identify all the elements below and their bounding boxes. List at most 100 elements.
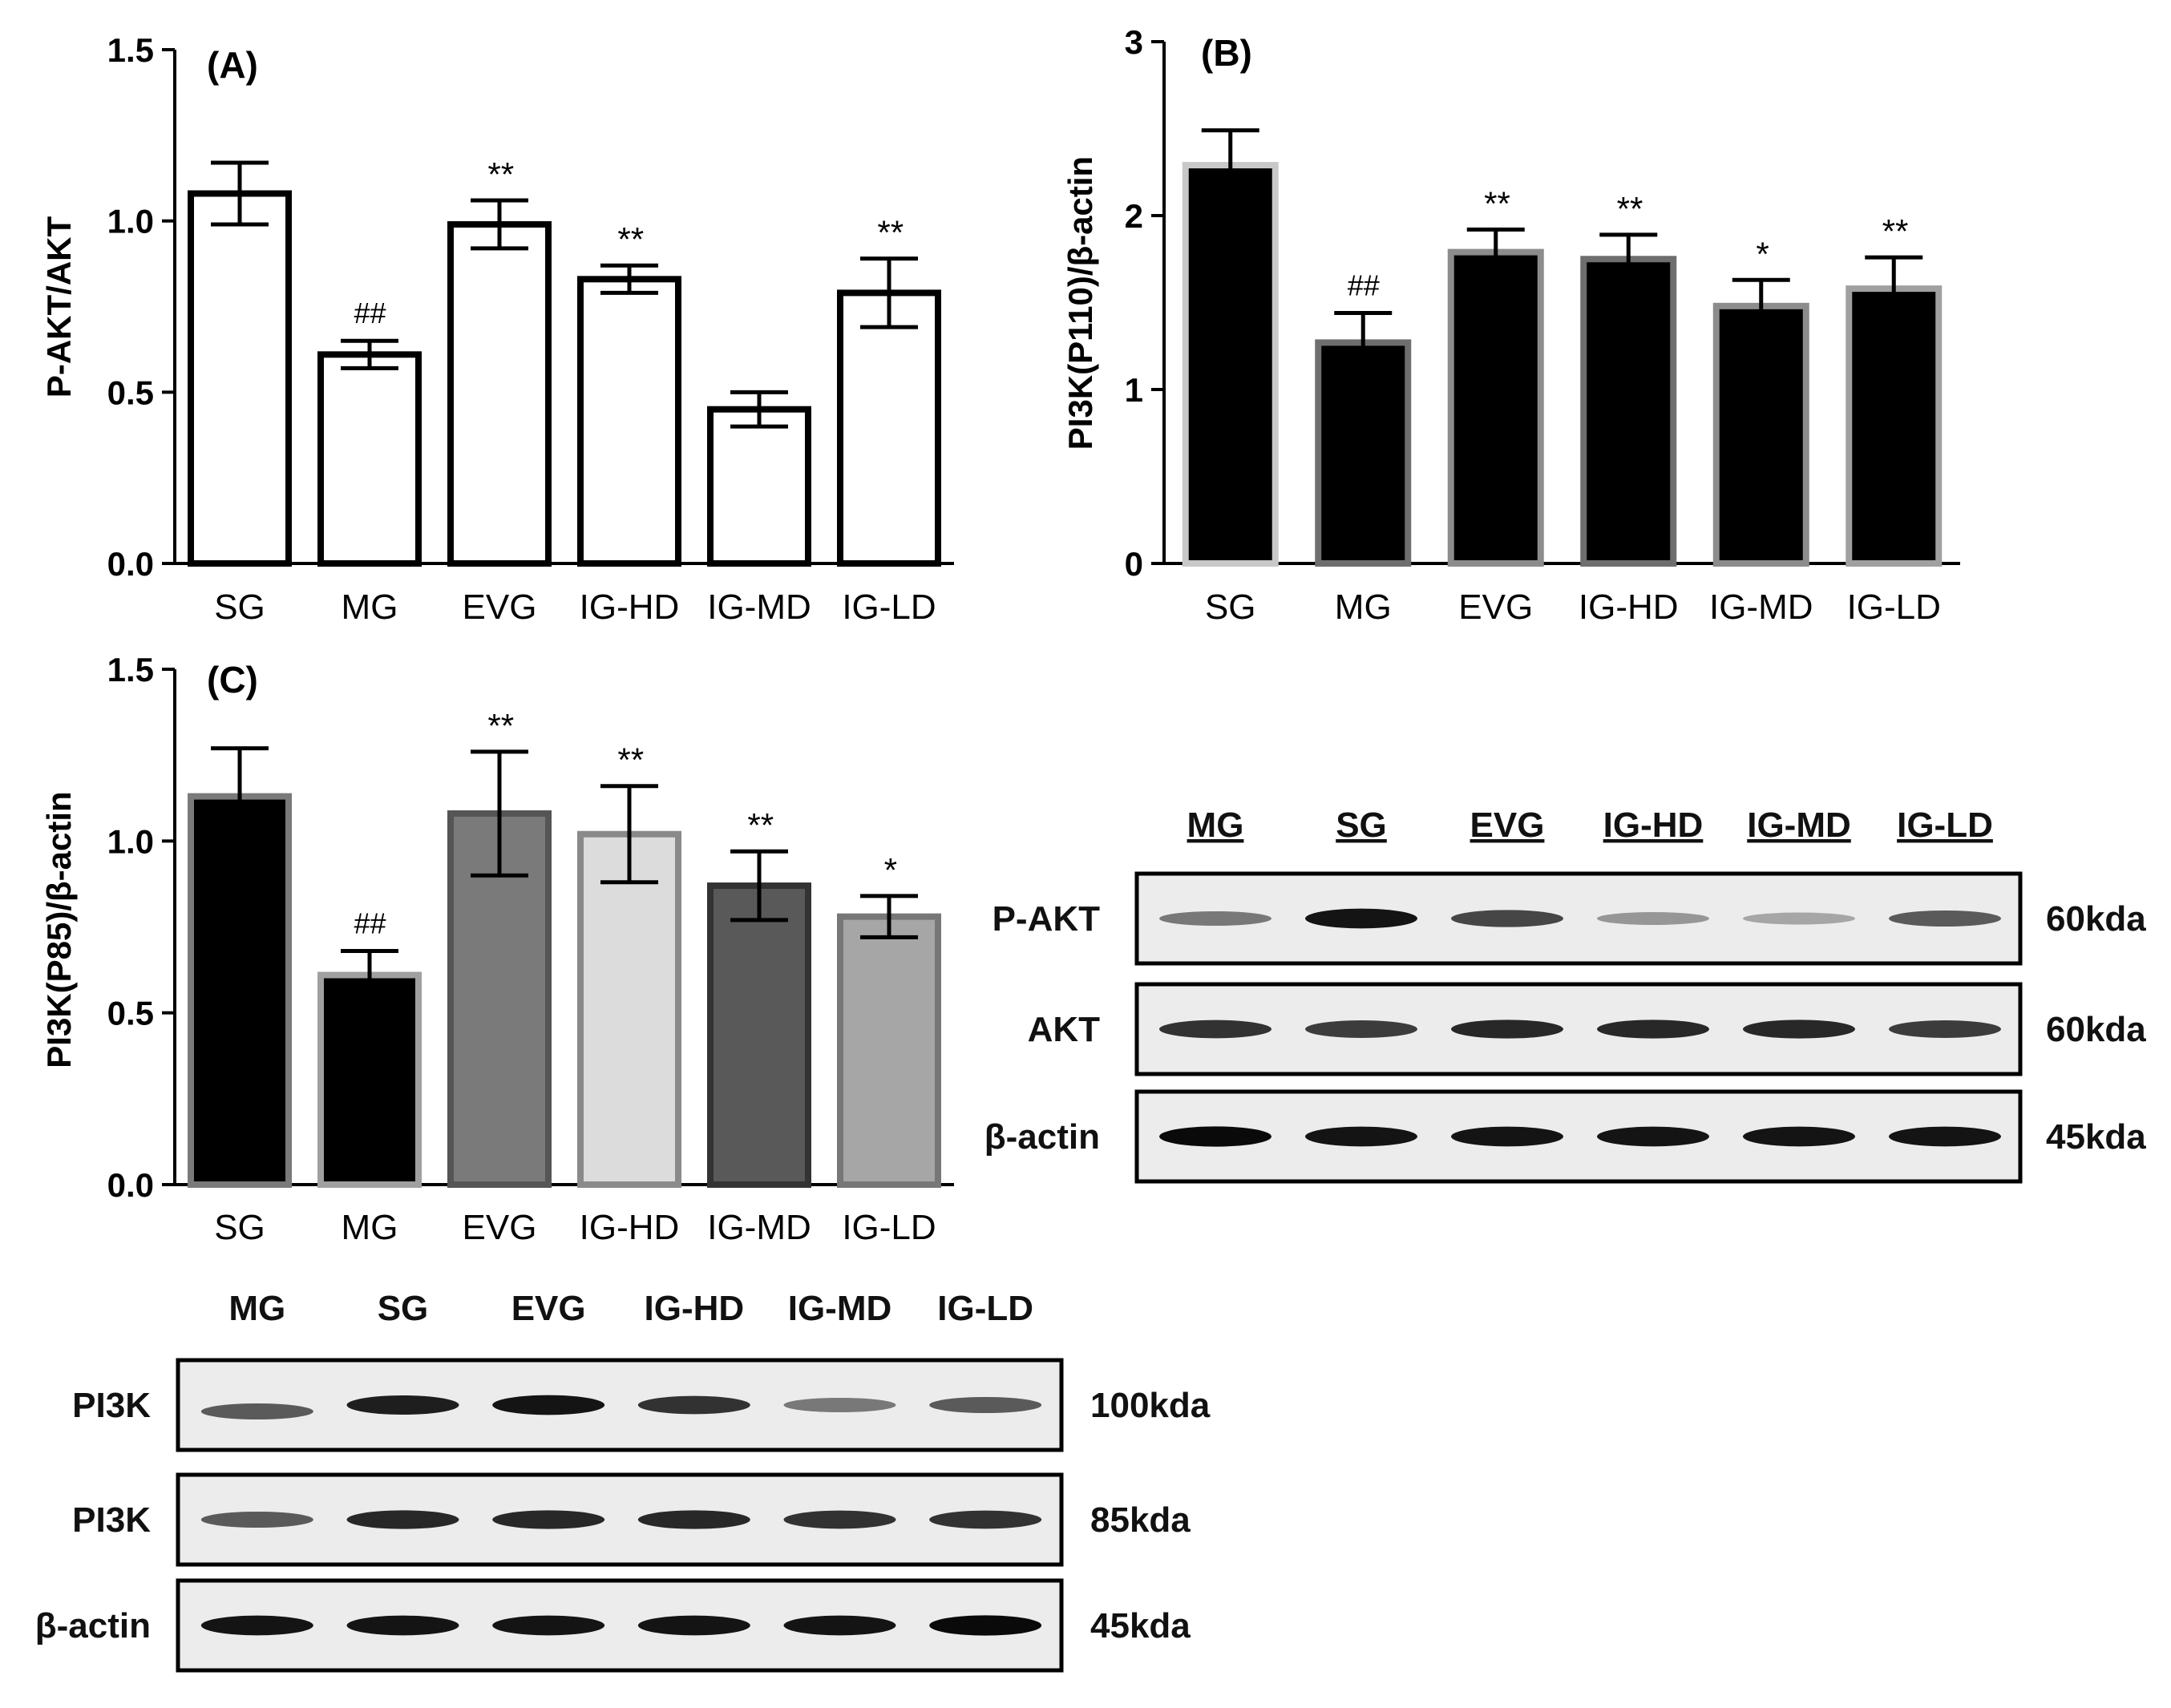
- significance-label: **: [487, 707, 514, 745]
- band: [492, 1510, 605, 1529]
- bar: [317, 971, 422, 1188]
- band: [637, 1395, 750, 1415]
- molecular-weight-label: 100kda: [1090, 1386, 1211, 1425]
- category-label: IG-LD: [1847, 588, 1941, 627]
- bar: [577, 276, 681, 567]
- chart-panel-a: 0.0 0.5 1.0 1.5 P-AKT/AKT (A) SG ## MG ** EVG ** IG-…: [40, 31, 954, 627]
- chart-panel-b: 0 1 2 3 PI3K(P110)/β-actin (B) SG ## MG ** EVG ** IG…: [1061, 23, 1960, 627]
- significance-label: *: [883, 851, 897, 889]
- significance-label: ##: [1347, 269, 1380, 302]
- panel-title: (A): [207, 44, 258, 86]
- significance-label: **: [1615, 190, 1643, 228]
- category-label: EVG: [463, 588, 537, 627]
- band: [1889, 1020, 2001, 1038]
- panel-title: (C): [207, 659, 258, 701]
- y-tick-label: 2: [1125, 197, 1143, 235]
- category-label: SG: [214, 588, 265, 627]
- y-tick-label: 1: [1125, 371, 1143, 409]
- band: [1159, 1126, 1271, 1147]
- bar: [1846, 285, 1943, 567]
- significance-label: **: [487, 155, 514, 193]
- row-label: β-actin: [35, 1606, 151, 1645]
- bar: [1182, 162, 1279, 567]
- blot-membrane: [1134, 1089, 2023, 1184]
- y-tick-label: 1.0: [107, 203, 154, 240]
- band: [1597, 1126, 1709, 1147]
- band: [1743, 1020, 1855, 1039]
- lane-label: IG-LD: [937, 1289, 1033, 1328]
- category-label: EVG: [463, 1208, 537, 1247]
- significance-label: **: [617, 220, 644, 258]
- band: [1305, 908, 1417, 929]
- category-label: IG-LD: [842, 588, 936, 627]
- significance-label: **: [617, 741, 644, 779]
- row-label: β-actin: [984, 1117, 1100, 1157]
- band: [200, 1511, 313, 1528]
- band: [1451, 1020, 1563, 1039]
- bar: [837, 289, 941, 567]
- y-tick-label: 0.5: [107, 995, 154, 1032]
- significance-label: **: [876, 214, 904, 252]
- band: [1451, 910, 1563, 927]
- significance-label: *: [1755, 235, 1769, 273]
- lane-label: MG: [228, 1289, 285, 1328]
- row-label: PI3K: [72, 1500, 151, 1540]
- lane-label: IG-LD: [1897, 806, 1993, 845]
- band: [1305, 1126, 1417, 1147]
- y-tick-label: 1.5: [107, 31, 154, 69]
- lane-label: EVG: [511, 1289, 586, 1328]
- lane-label: EVG: [1470, 806, 1545, 845]
- significance-label: ##: [354, 907, 386, 940]
- bar: [1580, 256, 1677, 567]
- y-tick-label: 0: [1125, 545, 1143, 583]
- lane-label: MG: [1187, 806, 1244, 845]
- band: [929, 1396, 1042, 1414]
- band: [1305, 1020, 1417, 1038]
- category-label: IG-MD: [707, 1208, 811, 1247]
- bar: [1315, 339, 1412, 567]
- blot-membrane: [1134, 871, 2023, 966]
- y-tick-label: 1.5: [107, 651, 154, 688]
- bar: [317, 351, 422, 567]
- bar: [188, 793, 292, 1189]
- y-tick-label: 1.0: [107, 822, 154, 860]
- chart-panel-c: 0.00.51.01.5PI3K(P85)/β-actin(C)SG##MG**…: [40, 651, 954, 1247]
- molecular-weight-label: 85kda: [1090, 1500, 1191, 1540]
- bar: [1712, 302, 1809, 567]
- band: [346, 1510, 459, 1529]
- band: [1159, 1020, 1271, 1039]
- significance-label: **: [1482, 184, 1510, 222]
- blot-membrane: [1134, 982, 2023, 1076]
- category-label: EVG: [1458, 588, 1533, 627]
- y-tick-label: 3: [1125, 23, 1143, 61]
- lane-label: SG: [378, 1289, 429, 1328]
- band: [1743, 1126, 1855, 1147]
- band: [1597, 1020, 1709, 1039]
- bar: [188, 190, 292, 567]
- akt-western-blot: MG SG EVG IG-HD IG-MD IG-LD P-AKT 60kda AKT 60kda…: [984, 806, 2146, 1184]
- band: [637, 1510, 750, 1529]
- band: [1159, 911, 1271, 927]
- category-label: SG: [1205, 588, 1256, 627]
- band: [1597, 911, 1709, 926]
- band: [492, 1395, 605, 1415]
- band: [346, 1395, 459, 1415]
- significance-label: ##: [354, 297, 386, 329]
- row-label: P-AKT: [993, 899, 1101, 939]
- band: [200, 1403, 313, 1420]
- y-tick-label: 0.5: [107, 373, 154, 411]
- blot-membrane: [176, 1578, 1064, 1673]
- category-label: MG: [1335, 588, 1392, 627]
- y-axis-label: PI3K(P85)/β-actin: [40, 791, 78, 1068]
- band: [783, 1510, 896, 1529]
- y-axis-label: PI3K(P110)/β-actin: [1061, 156, 1099, 450]
- panel-title: (B): [1201, 32, 1252, 74]
- molecular-weight-label: 45kda: [2046, 1117, 2146, 1157]
- lane-label: IG-MD: [788, 1289, 892, 1328]
- bar: [707, 882, 811, 1189]
- blot-membrane: [176, 1472, 1064, 1567]
- category-label: IG-MD: [1709, 588, 1813, 627]
- band: [1889, 1126, 2001, 1147]
- band: [783, 1397, 896, 1413]
- bar: [1447, 248, 1544, 567]
